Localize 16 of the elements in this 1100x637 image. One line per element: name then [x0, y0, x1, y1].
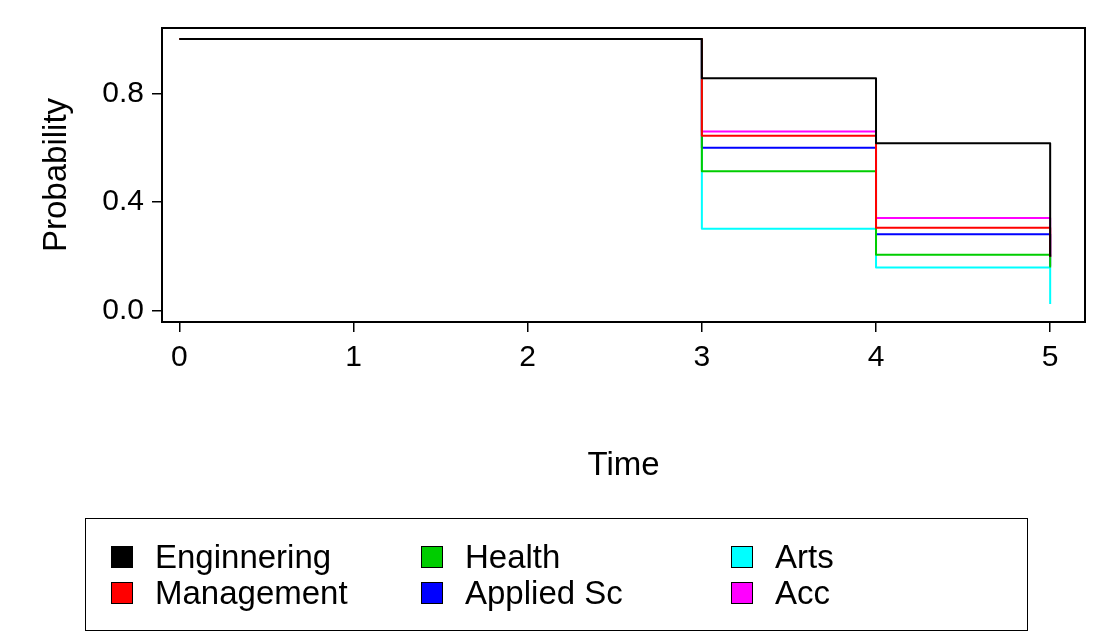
- x-tick-label: 1: [345, 339, 362, 373]
- y-tick-label: 0.4: [102, 183, 144, 217]
- legend-label: Acc: [775, 573, 831, 611]
- x-tick-label: 3: [693, 339, 711, 373]
- y-tick-label: 0.0: [102, 292, 144, 326]
- legend-label: Enginnering: [155, 537, 332, 575]
- y-axis-title: Probability: [35, 97, 73, 253]
- legend-label: Health: [465, 537, 561, 575]
- x-tick-label: 4: [867, 339, 885, 373]
- x-axis-title: Time: [587, 445, 660, 483]
- x-tick-label: 0: [171, 339, 188, 373]
- x-tick-label: 2: [519, 339, 537, 373]
- y-tick-label: 0.8: [102, 74, 144, 108]
- legend-label: Applied Sc: [465, 573, 623, 611]
- legend-label: Arts: [775, 537, 834, 575]
- x-tick-label: 5: [1041, 339, 1059, 373]
